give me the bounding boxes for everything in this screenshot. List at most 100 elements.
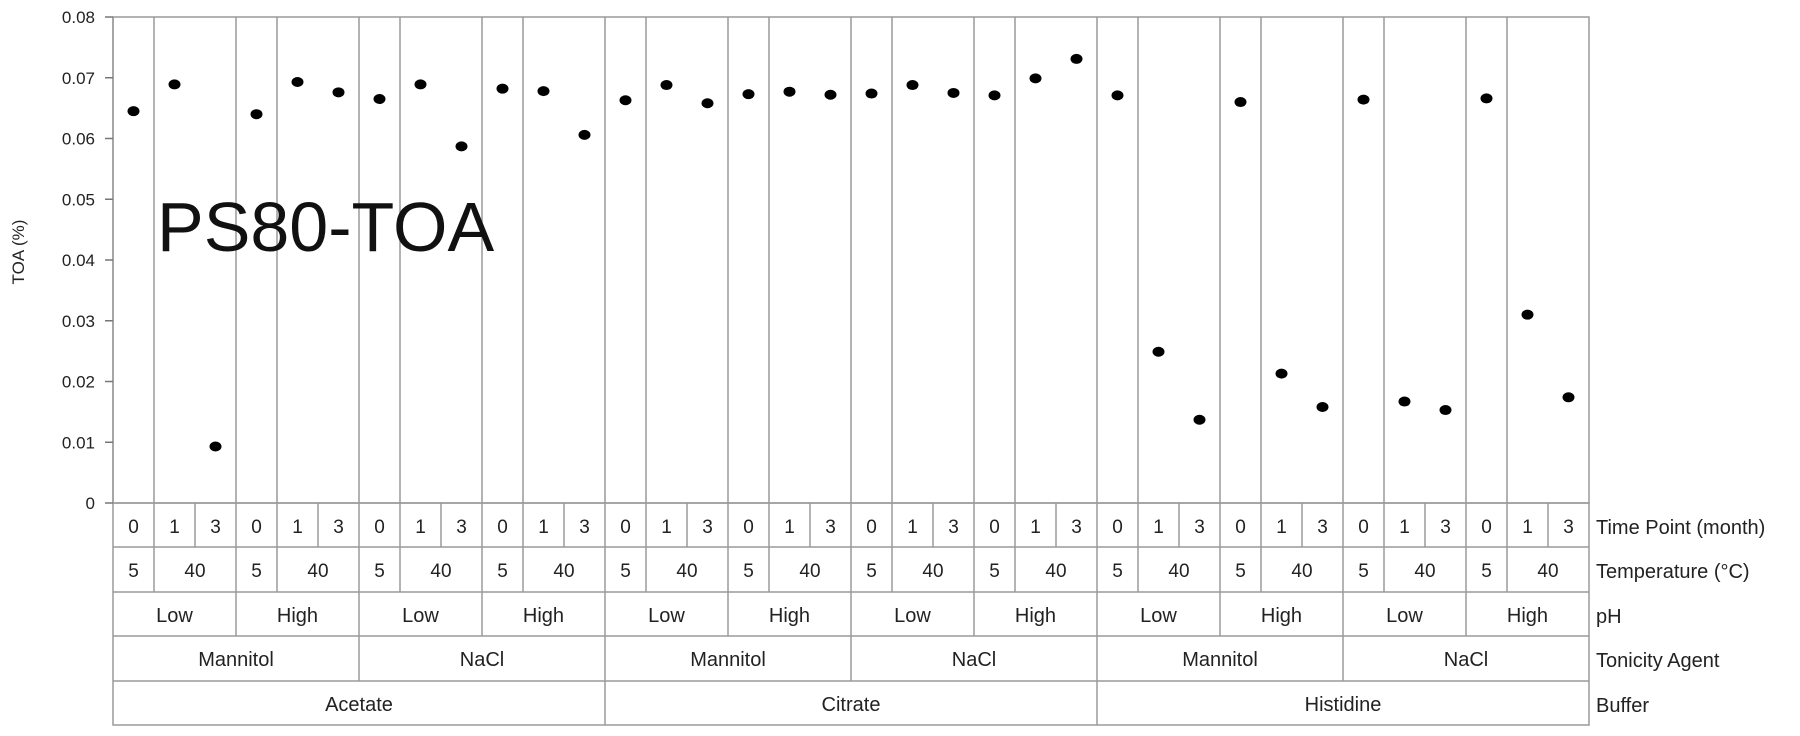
ph-label: High: [1261, 605, 1302, 627]
data-point: [783, 86, 796, 97]
ph-label: High: [277, 605, 318, 627]
time-point-label: 1: [784, 517, 795, 538]
data-point: [1562, 392, 1575, 403]
data-point: [250, 109, 263, 120]
data-point: [578, 129, 591, 140]
data-point: [742, 89, 755, 100]
data-point: [906, 80, 919, 91]
time-point-label: 1: [907, 517, 918, 538]
data-point: [660, 80, 673, 91]
time-point-label: 0: [1481, 517, 1492, 538]
time-point-label: 0: [743, 517, 754, 538]
y-tick-label: 0.05: [62, 190, 95, 209]
data-point: [455, 141, 468, 152]
ph-label: High: [1507, 605, 1548, 627]
temperature-label: 40: [307, 561, 328, 582]
data-point: [1111, 90, 1124, 101]
ph-label: Low: [1140, 605, 1177, 627]
data-point: [1029, 73, 1042, 84]
time-point-label: 1: [661, 517, 672, 538]
temperature-label: 40: [799, 561, 820, 582]
time-point-label: 1: [169, 517, 180, 538]
y-tick-label: 0.03: [62, 312, 95, 331]
ph-row-label: pH: [1596, 606, 1622, 628]
data-point: [537, 86, 550, 97]
time-point-label: 0: [497, 517, 508, 538]
time-point-label: 1: [1276, 517, 1287, 538]
ph-label: High: [769, 605, 810, 627]
data-point: [824, 89, 837, 100]
data-point: [373, 94, 386, 105]
data-point: [1521, 309, 1534, 320]
ph-label: High: [1015, 605, 1056, 627]
data-point: [1234, 97, 1247, 108]
temperature-label: 5: [1481, 561, 1492, 582]
ph-label: Low: [648, 605, 685, 627]
time-point-label: 0: [251, 517, 262, 538]
tonicity-label: NaCl: [1444, 649, 1488, 671]
temperature-label: 40: [1045, 561, 1066, 582]
temperature-label: 40: [430, 561, 451, 582]
time-point-label: 3: [948, 517, 959, 538]
time-point-label: 1: [415, 517, 426, 538]
data-point: [1480, 93, 1493, 104]
temperature-label: 5: [866, 561, 877, 582]
data-point: [865, 88, 878, 99]
frame-layer: 0 1 3 0 1 3 0 1 3 0 1 3 0 1 3 0 1 3 0 1 3 0 1 3 0 1 3 0 1 3 0 1 3 0 1 3 Time…: [112, 16, 1765, 726]
tonicity-label: Mannitol: [690, 649, 766, 671]
time-point-label: 3: [825, 517, 836, 538]
time-point-label: 3: [579, 517, 590, 538]
temperature-label: 40: [1291, 561, 1312, 582]
time-point-label: 0: [620, 517, 631, 538]
data-point: [1152, 346, 1165, 357]
temperature-label: 5: [989, 561, 1000, 582]
temperature-label: 40: [1537, 561, 1558, 582]
y-tick-label: 0.07: [62, 69, 95, 88]
ph-label: Low: [1386, 605, 1423, 627]
data-point: [209, 441, 222, 452]
tonicity-label: Mannitol: [198, 649, 274, 671]
data-point: [701, 98, 714, 109]
y-tick-label: 0.08: [62, 8, 95, 27]
temperature-label: 5: [497, 561, 508, 582]
temperature-label: 5: [1235, 561, 1246, 582]
time-point-label: 0: [1358, 517, 1369, 538]
data-point: [1439, 405, 1452, 416]
time-point-label: 3: [210, 517, 221, 538]
time-point-label: 1: [1153, 517, 1164, 538]
tonicity-label: NaCl: [460, 649, 504, 671]
data-point: [496, 83, 509, 94]
temperature-label: 40: [1414, 561, 1435, 582]
time-point-label: 3: [1563, 517, 1574, 538]
time-point-label: 3: [702, 517, 713, 538]
temperature-label: 5: [374, 561, 385, 582]
data-point: [1193, 414, 1206, 425]
time-point-label: 1: [1030, 517, 1041, 538]
time-point-label: 0: [128, 517, 139, 538]
buffer-label: Histidine: [1305, 694, 1382, 716]
ph-label: High: [523, 605, 564, 627]
time-row-label: Time Point (month): [1596, 517, 1765, 539]
time-point-label: 0: [1112, 517, 1123, 538]
data-point: [988, 90, 1001, 101]
y-tick-label: 0.04: [62, 251, 95, 270]
ph-label: Low: [156, 605, 193, 627]
temperature-label: 40: [1168, 561, 1189, 582]
buffer-label: Citrate: [822, 694, 881, 716]
y-axis-label: TOA (%): [9, 220, 28, 285]
category-grid: [153, 17, 1508, 503]
y-tick-label: 0: [86, 494, 95, 513]
tonicity-label: Mannitol: [1182, 649, 1258, 671]
time-point-label: 3: [1317, 517, 1328, 538]
y-tick-label: 0.02: [62, 373, 95, 392]
time-point-label: 3: [333, 517, 344, 538]
time-point-label: 1: [1522, 517, 1533, 538]
data-point: [947, 87, 960, 98]
temperature-label: 5: [1358, 561, 1369, 582]
time-point-label: 0: [374, 517, 385, 538]
temperature-label: 40: [553, 561, 574, 582]
temperature-row-label: Temperature (°C): [1596, 561, 1750, 583]
y-tick-label: 0.01: [62, 433, 95, 452]
data-point: [1357, 94, 1370, 105]
